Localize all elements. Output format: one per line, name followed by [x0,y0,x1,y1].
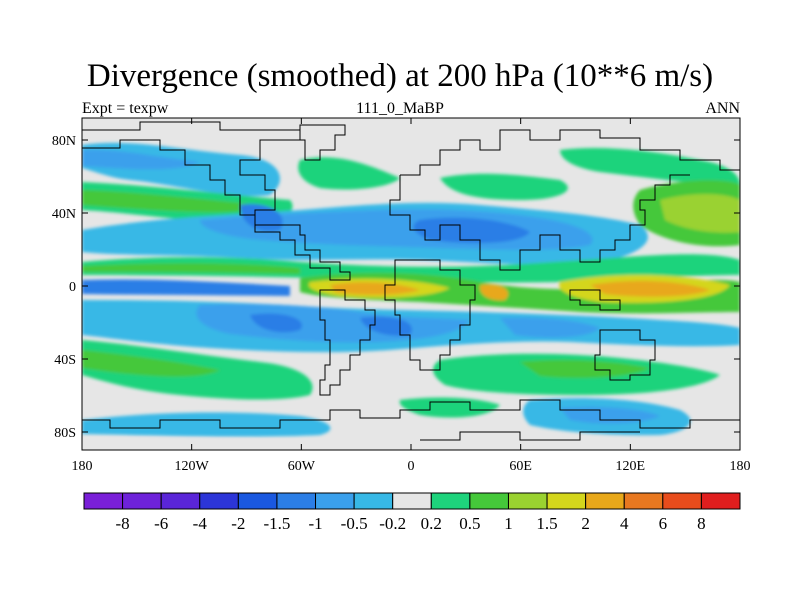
contour-region [520,360,650,378]
divergence-field [82,142,740,450]
colorbar-label: -1.5 [263,514,290,533]
colorbar-box [315,492,355,510]
y-tick-label: 80N [52,134,76,149]
coastlines [82,121,740,441]
coastline-antarctica-inner [420,431,640,441]
colorbar-label: -0.2 [379,514,406,533]
colorbar-label: 6 [659,514,668,533]
contour-region [660,194,740,233]
colorbar-box [83,492,124,510]
colorbar-box [623,492,664,510]
contour-region [330,282,420,295]
x-tick-label: 60W [288,459,316,474]
colorbar-box [122,492,162,510]
contour-region [240,204,283,232]
colorbar-box [160,492,201,510]
contour-region [298,157,400,190]
coastline-europe-south [389,174,690,271]
colorbar-box [585,492,625,510]
contour-region [479,284,509,301]
colorbar-label: 0.5 [459,514,480,533]
contour-region [500,317,600,338]
coastline-australia [594,329,656,381]
contour-region [82,263,300,274]
colorbar-label: -4 [193,514,208,533]
map-title: Divergence (smoothed) at 200 hPa (10**6 … [86,58,714,94]
season-label: ANN [705,100,740,117]
contour-region [82,350,220,377]
x-tick-label: 180 [730,459,751,474]
colorbar-label: -8 [116,514,130,533]
colorbar-label: 2 [581,514,590,533]
x-axis: 180 120W 60W 0 60E 120E 180 [72,118,751,474]
colorbar-label: 4 [620,514,629,533]
contour-region [360,316,412,336]
coastline-indonesia [569,289,621,311]
colorbar-label: 8 [697,514,706,533]
contour-region [82,439,330,450]
y-tick-label: 0 [69,280,76,295]
coastline-south-america [319,289,376,396]
contour-region [560,148,740,185]
contour-region [399,397,500,418]
y-tick-label: 40N [52,207,76,222]
contour-region [590,280,710,297]
contour-region [250,313,302,333]
coastline-eurasia [400,129,740,176]
colorbar-box [700,492,741,510]
colorbar-box [237,492,278,510]
colorbar-box [469,492,509,510]
colorbar-label: -1 [308,514,322,533]
contour-region [82,254,740,283]
x-tick-label: 0 [408,459,415,474]
colorbar-box [392,492,432,510]
colorbar: -8 -6 -4 -2 -1.5 -1 -0.5 -0.2 0.2 0.5 1 1.5 2 4 6 8 [83,492,741,533]
contour-region [440,173,568,200]
contour-region [82,412,331,437]
colorbar-label: 1 [504,514,513,533]
x-tick-label: 120E [616,459,646,474]
coastline-greenland [299,124,346,161]
colorbar-box [546,492,587,510]
colorbar-label: -6 [154,514,168,533]
colorbar-box [199,492,239,510]
colorbar-label: 0.2 [421,514,442,533]
colorbar-label: -2 [231,514,245,533]
colorbar-label: 1.5 [536,514,557,533]
contour-region [82,149,200,170]
period-label: 111_0_MaBP [356,100,444,117]
colorbar-box [353,492,394,510]
contour-region [82,279,290,296]
coastline-north-america [82,121,351,281]
y-tick-label: 80S [54,426,76,441]
y-tick-label: 40S [54,353,76,368]
x-tick-label: 180 [72,459,93,474]
contour-region [82,190,260,213]
x-tick-label: 120W [175,459,210,474]
colorbar-box [276,492,317,510]
experiment-label: Expt = texpw [82,100,169,117]
x-tick-label: 60E [509,459,532,474]
colorbar-box [507,492,548,510]
y-axis: 80N 40N 0 40S 80S [52,134,740,441]
colorbar-label: -0.5 [341,514,368,533]
contour-region [413,217,530,244]
coastline-antarctica [82,399,740,429]
coastline-africa [384,259,476,371]
colorbar-box [430,492,471,510]
colorbar-box [662,492,702,510]
